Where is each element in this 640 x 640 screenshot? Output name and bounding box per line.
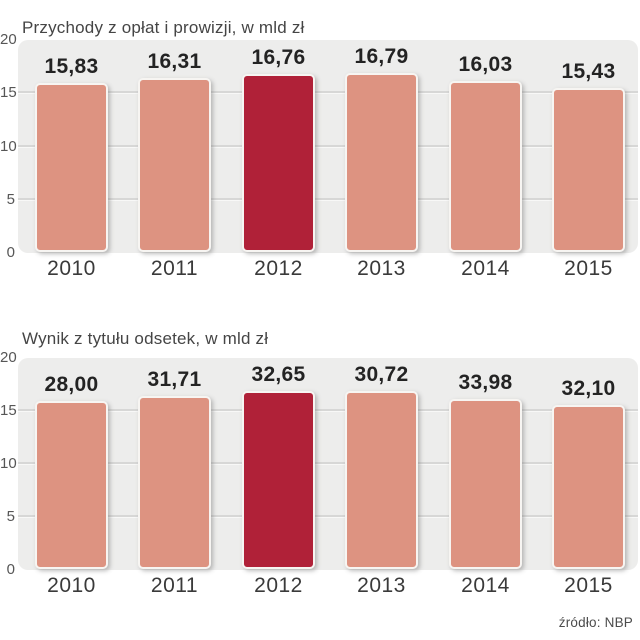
x-axis-label-2014: 2014 bbox=[461, 574, 510, 597]
value-label: 16,79 bbox=[354, 45, 409, 68]
bar-2011 bbox=[138, 396, 211, 569]
value-label: 30,72 bbox=[354, 363, 409, 386]
x-axis-label-2012: 2012 bbox=[254, 257, 303, 280]
value-label: 28,00 bbox=[44, 373, 99, 396]
source-note: źródło: NBP bbox=[558, 615, 633, 630]
y-tick-label-15: 15 bbox=[0, 84, 17, 102]
x-axis-label-2010: 2010 bbox=[47, 574, 96, 597]
bar-2013 bbox=[345, 391, 418, 569]
plot-panel: 28,00 31,71 32,65 30,72 33,98 32,10 bbox=[18, 358, 638, 570]
bar-2011 bbox=[138, 78, 211, 252]
y-tick-label-5: 5 bbox=[6, 508, 15, 525]
value-label: 16,76 bbox=[251, 46, 306, 69]
value-label: 16,03 bbox=[458, 53, 513, 76]
y-tick-label-0: 0 bbox=[6, 244, 15, 261]
bar-2015 bbox=[552, 405, 625, 569]
gridline-5 bbox=[18, 515, 638, 518]
y-tick-label-10: 10 bbox=[0, 455, 17, 472]
chart-title: Przychody z opłat i prowizji, w mld zł bbox=[22, 18, 305, 38]
value-label: 33,98 bbox=[458, 371, 513, 394]
bar-2014 bbox=[449, 81, 522, 252]
bar-2010 bbox=[35, 83, 108, 252]
chart-title: Wynik z tytułu odsetek, w mld zł bbox=[22, 329, 269, 349]
value-label: 15,83 bbox=[44, 55, 99, 78]
bar-2014 bbox=[449, 399, 522, 569]
gridline-15 bbox=[18, 409, 638, 412]
value-label: 16,31 bbox=[147, 50, 202, 73]
x-axis-label-2013: 2013 bbox=[357, 574, 406, 597]
y-tick-label-5: 5 bbox=[6, 190, 15, 208]
bar-2013 bbox=[345, 73, 418, 252]
y-tick-label-20: 20 bbox=[0, 31, 17, 48]
y-tick-label-0: 0 bbox=[6, 561, 15, 578]
bar-2012 bbox=[242, 74, 315, 252]
y-tick-label-20: 20 bbox=[0, 349, 17, 366]
x-axis-label-2011: 2011 bbox=[150, 257, 199, 280]
gridline-5 bbox=[18, 197, 638, 201]
gridline-15 bbox=[18, 91, 638, 95]
gridline-10 bbox=[18, 144, 638, 148]
value-label: 31,71 bbox=[147, 368, 202, 391]
bar-2012 bbox=[242, 391, 315, 569]
x-axis-label-2013: 2013 bbox=[357, 257, 406, 280]
x-axis-label-2012: 2012 bbox=[254, 574, 303, 597]
x-axis-label-2014: 2014 bbox=[461, 257, 510, 280]
value-label: 32,65 bbox=[251, 363, 306, 386]
x-axis-label-2015: 2015 bbox=[564, 257, 613, 280]
gridline-10 bbox=[18, 462, 638, 465]
value-label: 15,43 bbox=[561, 60, 616, 83]
x-axis-label-2010: 2010 bbox=[47, 257, 96, 280]
plot-panel: 15,83 16,31 16,76 16,79 16,03 15,43 bbox=[18, 40, 638, 253]
bar-2010 bbox=[35, 401, 108, 569]
y-tick-label-10: 10 bbox=[0, 137, 17, 155]
y-tick-label-15: 15 bbox=[0, 402, 17, 419]
x-axis-label-2015: 2015 bbox=[564, 574, 613, 597]
value-label: 32,10 bbox=[561, 377, 616, 400]
bar-2015 bbox=[552, 88, 625, 252]
x-axis-label-2011: 2011 bbox=[150, 574, 199, 597]
